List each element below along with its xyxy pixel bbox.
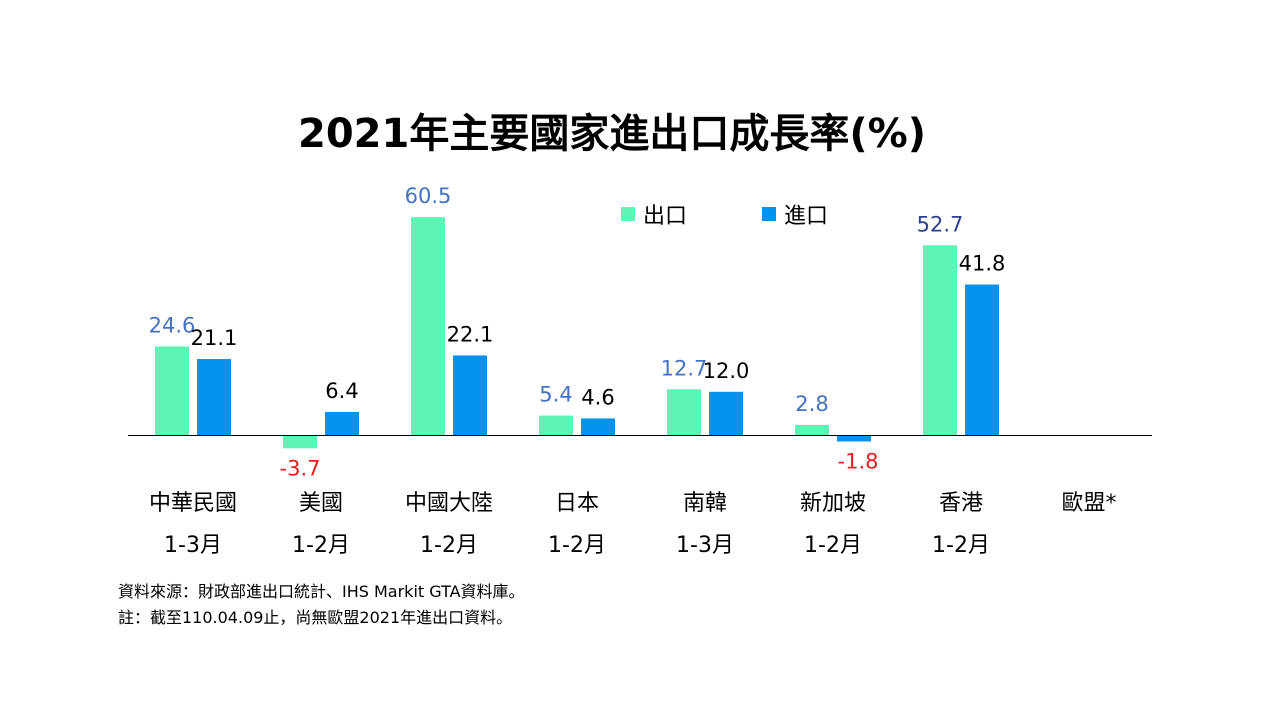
bar-export-5	[795, 424, 829, 435]
bar-import-3	[581, 418, 615, 435]
plot-area: 24.621.1 -3.7 6.4 60.5 22.1 5.4 4.6 12.712.0 2.8…	[149, 184, 1006, 480]
data-label-export-1: -3.7	[280, 456, 321, 480]
period-label-2: 1-2月	[420, 533, 478, 558]
legend-label-import: 進口	[784, 204, 828, 229]
data-label-import-1: 6.4	[325, 379, 358, 403]
bar-import-1	[325, 411, 359, 435]
bar-export-6	[923, 245, 957, 435]
chart-title: 2021年主要國家進出口成長率(%)	[298, 111, 926, 157]
data-label-export-6: 52.7	[917, 212, 964, 236]
bar-import-0	[197, 359, 231, 435]
period-label-5: 1-2月	[804, 533, 862, 558]
data-label-import-3: 4.6	[581, 385, 614, 409]
data-label-export-4: 12.7	[661, 356, 708, 380]
category-label-4: 南韓	[683, 491, 727, 516]
category-label-3: 日本	[555, 491, 599, 516]
category-label-2: 中國大陸	[405, 491, 493, 516]
data-label-import-4: 12.0	[703, 359, 750, 383]
data-label-export-3: 5.4	[539, 383, 572, 407]
bar-export-3	[539, 415, 573, 435]
category-label-0: 中華民國	[149, 491, 237, 516]
bar-export-2	[411, 217, 445, 435]
category-label-7: 歐盟*	[1061, 491, 1116, 516]
category-label-6: 香港	[939, 491, 983, 516]
data-label-import-6: 41.8	[959, 252, 1006, 276]
category-label-1: 美國	[299, 491, 343, 516]
bar-export-1	[283, 435, 317, 449]
data-label-export-0: 24.6	[149, 313, 196, 337]
period-label-1: 1-2月	[292, 533, 350, 558]
bar-import-2	[453, 355, 487, 435]
category-label-5: 新加坡	[800, 491, 866, 516]
legend: 出口 進口	[621, 204, 828, 229]
legend-label-export: 出口	[643, 204, 687, 229]
source-note: 資料來源：財政部進出口統計、IHS Markit GTA資料庫。	[118, 582, 525, 601]
period-label-3: 1-2月	[548, 533, 606, 558]
period-label-0: 1-3月	[164, 533, 222, 558]
bar-export-0	[155, 346, 189, 435]
remark-note: 註：截至110.04.09止，尚無歐盟2021年進出口資料。	[118, 608, 512, 627]
legend-swatch-import	[762, 207, 776, 221]
bar-import-6	[965, 284, 999, 435]
period-label-6: 1-2月	[932, 533, 990, 558]
data-label-export-5: 2.8	[795, 392, 828, 416]
data-label-import-5: -1.8	[838, 449, 879, 473]
legend-swatch-export	[621, 207, 635, 221]
data-label-import-0: 21.1	[191, 326, 238, 350]
data-label-import-2: 22.1	[447, 322, 494, 346]
bar-import-5	[837, 435, 871, 442]
data-label-export-2: 60.5	[405, 184, 452, 208]
bar-export-4	[667, 389, 701, 435]
bar-import-4	[709, 391, 743, 435]
period-label-4: 1-3月	[676, 533, 734, 558]
category-labels: 中華民國 1-3月 美國 1-2月 中國大陸 1-2月 日本 1-2月 南韓 1-3月 新加坡 1-2…	[149, 491, 1117, 558]
